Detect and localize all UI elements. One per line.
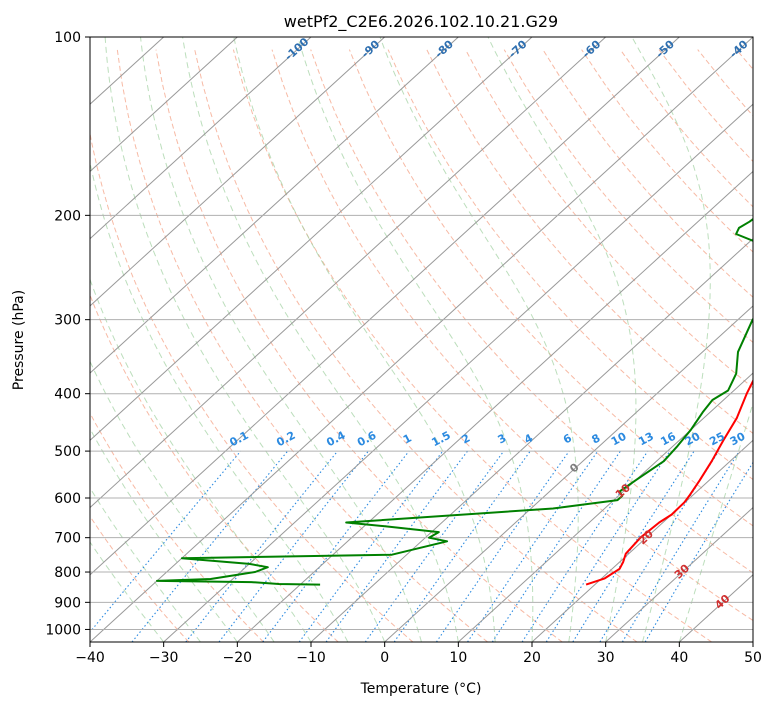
mixing-ratio-line	[521, 450, 649, 642]
moist-adiabat	[678, 401, 753, 642]
y-tick-label: 500	[54, 444, 81, 460]
y-tick-label: 100	[54, 30, 81, 46]
isotherm	[384, 305, 753, 642]
mixing-ratio-label: 10	[609, 430, 629, 449]
moist-adiabat	[631, 37, 711, 642]
mixing-ratio-line	[545, 450, 671, 642]
dry-adiabat	[465, 49, 753, 389]
isotherm	[90, 37, 312, 240]
moist-adiabat	[90, 541, 165, 642]
isotherm	[90, 37, 607, 509]
dry-adiabat	[387, 49, 753, 481]
mixing-ratio-label: 16	[658, 430, 678, 449]
moist-adiabat	[182, 37, 459, 642]
moist-adiabat	[90, 487, 201, 642]
x-tick-label: 0	[380, 650, 389, 666]
mixing-ratio-line	[435, 450, 570, 642]
dry-adiabat	[90, 412, 264, 642]
x-tick-label: 50	[744, 650, 762, 666]
y-tick-label: 600	[54, 491, 81, 507]
isotherm	[605, 506, 753, 642]
dry-adiabat	[310, 49, 753, 574]
x-tick-label: 20	[523, 650, 541, 666]
isotherm	[90, 37, 386, 307]
moist-adiabat	[297, 37, 534, 642]
y-tick-label: 300	[54, 313, 81, 329]
dry-adiabat	[271, 49, 753, 622]
dry-adiabat	[90, 130, 414, 642]
y-tick-label: 900	[54, 595, 81, 611]
mixing-ratio-label: 20	[683, 430, 703, 449]
moist-adiabat	[90, 160, 349, 642]
moist-adiabat	[90, 360, 275, 642]
dry-adiabat	[348, 49, 753, 527]
isotherm	[90, 37, 680, 576]
y-axis-label: Pressure (hPa)	[11, 290, 27, 390]
mixing-ratio-line	[325, 450, 468, 642]
pressure-gridlines	[90, 37, 753, 630]
mixing-ratio-line	[131, 450, 289, 642]
mixing-ratio-line	[364, 450, 505, 642]
moist-adiabat	[104, 37, 386, 642]
isotherm	[90, 37, 459, 374]
isotherm	[531, 439, 753, 642]
x-tick-label: 40	[670, 650, 688, 666]
x-tick-label: 10	[449, 650, 467, 666]
dry-adiabat	[116, 49, 488, 642]
mixing-ratio-line	[298, 450, 444, 642]
y-axis: 100 200 300 400 500 600 700 800 900 1000	[45, 30, 90, 638]
mixing-ratio-label: 25	[707, 430, 727, 449]
isotherm	[163, 103, 753, 642]
mixing-ratio-label: 13	[636, 430, 656, 449]
sounding-series	[156, 217, 753, 586]
mixing-ratio-line	[185, 450, 339, 642]
x-axis: −40 −30 −20 −10 0 10 20 30 40 50	[75, 642, 762, 666]
x-tick-label: −30	[149, 650, 179, 666]
plot-frame	[89, 36, 754, 643]
x-tick-label: −10	[296, 650, 326, 666]
moist-adiabat	[90, 427, 238, 642]
mixing-ratio-line	[90, 450, 242, 633]
isotherm	[90, 37, 533, 442]
mixing-ratio-line	[491, 450, 621, 642]
y-tick-label: 400	[54, 387, 81, 403]
moist-adiabat	[233, 37, 496, 642]
mixing-ratio-label: 30	[728, 430, 748, 449]
x-tick-label: −40	[75, 650, 105, 666]
background-lines	[90, 37, 753, 642]
x-tick-label: 30	[597, 650, 615, 666]
temperature-profile-line	[585, 378, 753, 586]
mixing-ratio-line	[262, 450, 410, 642]
moist-adiabat	[487, 37, 637, 642]
dewpoint-profile-line	[156, 217, 753, 586]
isotherm	[90, 37, 238, 173]
y-tick-label: 1000	[45, 622, 81, 638]
isotherm	[90, 37, 753, 642]
y-tick-label: 200	[54, 208, 81, 224]
y-tick-label: 800	[54, 565, 81, 581]
isotherm	[457, 372, 753, 642]
mixing-ratio-line	[467, 450, 599, 642]
chart-title: wetPf2_C2E6.2026.102.10.21.G29	[284, 12, 558, 32]
moist-adiabat	[379, 37, 579, 642]
isotherm	[310, 237, 753, 642]
x-tick-label: −20	[223, 650, 253, 666]
dry-adiabat	[194, 49, 638, 642]
mixing-ratio-line	[621, 450, 740, 642]
dry-adiabat	[542, 49, 753, 298]
y-tick-label: 700	[54, 531, 81, 547]
moist-adiabat	[140, 37, 422, 642]
x-axis-label: Temperature (°C)	[360, 681, 482, 697]
isotherm	[236, 170, 753, 642]
dry-adiabat	[155, 49, 563, 642]
